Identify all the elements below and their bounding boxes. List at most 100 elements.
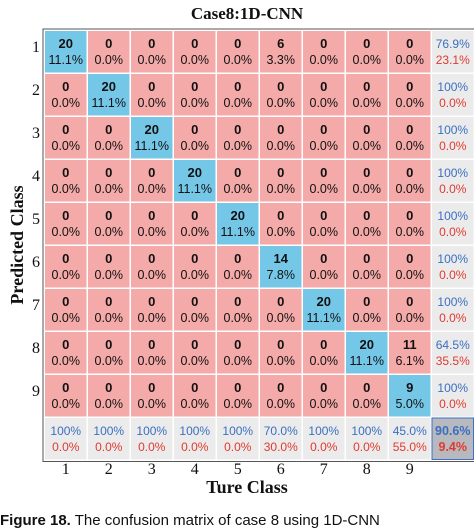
cell-count: 0 bbox=[105, 122, 112, 137]
off-diagonal-cell bbox=[346, 160, 388, 202]
cell-count: 0 bbox=[234, 380, 241, 395]
row-summary-cell bbox=[432, 289, 474, 331]
diagonal-cell bbox=[45, 31, 87, 73]
cell-percent: 0.0% bbox=[181, 225, 210, 239]
cell-percent: 0.0% bbox=[181, 96, 210, 110]
cell-count: 9 bbox=[406, 380, 413, 395]
off-diagonal-cell bbox=[260, 117, 302, 159]
cell-count: 0 bbox=[277, 294, 284, 309]
cell-percent: 7.8% bbox=[267, 268, 296, 282]
diagonal-cell bbox=[131, 117, 173, 159]
row-error: 0.0% bbox=[439, 139, 467, 153]
cell-count: 0 bbox=[191, 36, 198, 51]
y-axis-label: Predicted Class bbox=[7, 185, 27, 304]
cell-percent: 0.0% bbox=[95, 397, 124, 411]
row-error: 0.0% bbox=[439, 397, 467, 411]
x-tick-label: 6 bbox=[277, 461, 285, 478]
chart-title: Case8:1D-CNN bbox=[191, 4, 304, 23]
cell-count: 0 bbox=[406, 165, 413, 180]
cell-count: 0 bbox=[234, 79, 241, 94]
x-tick-label: 4 bbox=[191, 461, 199, 478]
y-tick-label: 2 bbox=[32, 82, 40, 99]
cell-count: 0 bbox=[234, 36, 241, 51]
off-diagonal-cell bbox=[131, 246, 173, 288]
row-summary-cell bbox=[432, 375, 474, 417]
cell-percent: 3.3% bbox=[267, 53, 296, 67]
cell-count: 0 bbox=[406, 251, 413, 266]
column-recall: 100% bbox=[222, 424, 253, 438]
off-diagonal-cell bbox=[174, 332, 216, 374]
diagonal-cell bbox=[88, 74, 130, 116]
cell-count: 0 bbox=[277, 208, 284, 223]
confusion-matrix-chart: Case8:1D-CNN Predicted Class Ture Class … bbox=[7, 4, 474, 497]
cell-count: 0 bbox=[148, 79, 155, 94]
column-error: 0.0% bbox=[52, 440, 80, 454]
cell-count: 0 bbox=[320, 251, 327, 266]
off-diagonal-cell bbox=[88, 332, 130, 374]
cell-percent: 6.1% bbox=[396, 354, 425, 368]
cell-percent: 0.0% bbox=[52, 182, 81, 196]
cell-percent: 0.0% bbox=[310, 354, 339, 368]
off-diagonal-cell bbox=[389, 31, 431, 73]
cell-percent: 0.0% bbox=[396, 139, 425, 153]
cell-count: 0 bbox=[277, 380, 284, 395]
cell-percent: 0.0% bbox=[95, 354, 124, 368]
column-recall: 70.0% bbox=[264, 424, 298, 438]
off-diagonal-cell bbox=[389, 74, 431, 116]
cell-count: 0 bbox=[234, 165, 241, 180]
cell-percent: 0.0% bbox=[267, 354, 296, 368]
cell-percent: 0.0% bbox=[181, 397, 210, 411]
matrix-cells: 20 11.1% 0 0.0% 0 0.0% 0 0.0% 0 0.0% 6 3.3% 0 0.0% 0 0.… bbox=[42, 28, 474, 462]
cell-percent: 0.0% bbox=[267, 182, 296, 196]
row-summary-cell bbox=[432, 74, 474, 116]
row-precision: 100% bbox=[437, 295, 468, 309]
off-diagonal-cell bbox=[389, 332, 431, 374]
cell-percent: 0.0% bbox=[396, 96, 425, 110]
cell-percent: 0.0% bbox=[181, 354, 210, 368]
column-error: 0.0% bbox=[224, 440, 252, 454]
off-diagonal-cell bbox=[217, 289, 259, 331]
cell-count: 20 bbox=[360, 337, 374, 352]
off-diagonal-cell bbox=[346, 289, 388, 331]
cell-count: 0 bbox=[148, 337, 155, 352]
off-diagonal-cell bbox=[131, 332, 173, 374]
cell-percent: 0.0% bbox=[310, 182, 339, 196]
cell-count: 0 bbox=[406, 208, 413, 223]
off-diagonal-cell bbox=[346, 74, 388, 116]
cell-percent: 11.1% bbox=[91, 96, 126, 110]
cell-count: 0 bbox=[234, 294, 241, 309]
off-diagonal-cell bbox=[45, 289, 87, 331]
cell-count: 0 bbox=[191, 380, 198, 395]
off-diagonal-cell bbox=[174, 375, 216, 417]
cell-percent: 0.0% bbox=[138, 268, 167, 282]
cell-count: 6 bbox=[277, 36, 284, 51]
cell-count: 14 bbox=[274, 251, 289, 266]
cell-count: 0 bbox=[62, 165, 69, 180]
column-error: 0.0% bbox=[181, 440, 209, 454]
cell-count: 0 bbox=[62, 337, 69, 352]
cell-count: 0 bbox=[320, 208, 327, 223]
row-error: 0.0% bbox=[439, 182, 467, 196]
cell-percent: 0.0% bbox=[353, 397, 382, 411]
cell-percent: 0.0% bbox=[224, 182, 253, 196]
row-summary-cell bbox=[432, 31, 474, 73]
x-tick-label: 2 bbox=[105, 461, 113, 478]
cell-count: 0 bbox=[191, 251, 198, 266]
cell-count: 0 bbox=[62, 79, 69, 94]
cell-count: 0 bbox=[148, 294, 155, 309]
row-precision: 100% bbox=[437, 166, 468, 180]
cell-count: 0 bbox=[234, 337, 241, 352]
row-error: 0.0% bbox=[439, 96, 467, 110]
cell-count: 0 bbox=[234, 251, 241, 266]
column-recall: 45.0% bbox=[393, 424, 427, 438]
off-diagonal-cell bbox=[260, 289, 302, 331]
y-tick-label: 9 bbox=[32, 383, 40, 400]
off-diagonal-cell bbox=[45, 375, 87, 417]
column-summary-cell bbox=[346, 418, 388, 460]
cell-percent: 0.0% bbox=[138, 397, 167, 411]
off-diagonal-cell bbox=[346, 203, 388, 245]
row-summary-cell bbox=[432, 203, 474, 245]
row-precision: 64.5% bbox=[436, 338, 470, 352]
x-tick-label: 9 bbox=[406, 461, 414, 478]
